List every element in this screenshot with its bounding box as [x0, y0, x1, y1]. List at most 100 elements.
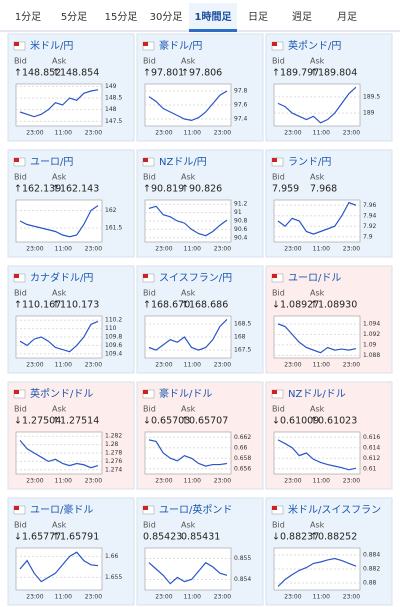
price-line — [277, 86, 357, 124]
ask-label: Ask — [181, 405, 196, 414]
bid-label: Bid — [143, 57, 156, 66]
y-tick-label: 1.088 — [363, 352, 380, 359]
pair-name[interactable]: カナダドル/円 — [30, 271, 93, 284]
pair-name[interactable]: 豪ドル/円 — [159, 39, 202, 52]
pair-name[interactable]: 英ポンド/ドル — [30, 387, 93, 400]
bid-value: ↓1.08927 — [272, 300, 319, 311]
pair-name[interactable]: NZドル/円 — [159, 157, 207, 168]
y-tick-label: 148.5 — [105, 95, 122, 102]
x-tick-label: 23:00 — [85, 594, 102, 601]
bid-label: Bid — [14, 173, 27, 182]
x-tick-label: 11:00 — [184, 594, 201, 601]
bid-value: ↑168.670 — [143, 300, 190, 311]
x-tick-label: 23:00 — [85, 478, 102, 485]
x-tick-label: 23:00 — [155, 362, 172, 369]
flag-mark — [272, 390, 277, 394]
bid-value: ↑90.819 — [143, 184, 184, 195]
ask-label: Ask — [310, 57, 325, 66]
bid-value: ↑110.167 — [14, 300, 61, 311]
tab[interactable]: 月足 — [337, 11, 357, 23]
price-line — [19, 551, 99, 583]
y-tick-label: 0.612 — [363, 455, 380, 462]
y-tick-label: 7.96 — [363, 202, 377, 209]
chart-box — [273, 199, 361, 243]
price-line — [19, 440, 99, 469]
ask-value: ↑162.143 — [52, 184, 99, 195]
tab[interactable]: 30分足 — [150, 11, 183, 23]
x-tick-label: 23:00 — [343, 478, 360, 485]
x-tick-label: 23:00 — [284, 130, 301, 137]
ask-value: ↑189.804 — [310, 68, 357, 79]
bid-label: Bid — [14, 289, 27, 298]
bid-label: Bid — [143, 405, 156, 414]
flag-mark — [14, 506, 19, 510]
y-tick-label: 1.655 — [105, 574, 122, 581]
pair-name[interactable]: ユーロ/円 — [30, 157, 73, 168]
x-tick-label: 23:00 — [155, 246, 172, 253]
pair-name[interactable]: 英ポンド/円 — [288, 39, 341, 52]
y-tick-label: 109.4 — [105, 350, 122, 357]
price-line — [19, 205, 99, 238]
bid-label: Bid — [143, 173, 156, 182]
y-tick-label: 90.6 — [234, 226, 248, 233]
x-tick-label: 23:00 — [343, 362, 360, 369]
chart-box — [15, 199, 103, 243]
flag-mark — [143, 158, 148, 162]
y-tick-label: 0.614 — [363, 444, 380, 451]
pair-name[interactable]: ユーロ/ドル — [288, 273, 341, 284]
ask-value: 0.85431 — [181, 532, 220, 543]
chart-box — [144, 431, 232, 475]
flag-mark — [14, 390, 19, 394]
tab[interactable]: 15分足 — [105, 11, 138, 23]
ask-label: Ask — [52, 57, 67, 66]
x-tick-label: 23:00 — [26, 478, 43, 485]
bid-value: ↑97.801 — [143, 68, 184, 79]
flag-mark — [272, 274, 277, 278]
tab[interactable]: 5分足 — [61, 11, 87, 23]
tab[interactable]: 日足 — [248, 11, 268, 23]
y-tick-label: 0.656 — [234, 465, 251, 472]
y-tick-label: 0.884 — [363, 552, 380, 559]
pair-name[interactable]: 豪ドル/ドル — [159, 387, 212, 400]
chart-box — [273, 431, 361, 475]
y-tick-label: 162 — [105, 207, 117, 214]
x-tick-label: 11:00 — [184, 478, 201, 485]
y-tick-label: 91.2 — [234, 201, 248, 208]
y-tick-label: 148 — [105, 106, 117, 113]
pair-name[interactable]: スイスフラン/円 — [159, 272, 232, 284]
bid-label: Bid — [272, 57, 285, 66]
x-tick-label: 23:00 — [343, 594, 360, 601]
y-tick-label: 168 — [234, 334, 246, 341]
pair-name[interactable]: 米ドル/スイスフラン — [288, 503, 381, 516]
flag-mark — [143, 506, 148, 510]
bid-value: ↑148.852 — [14, 68, 61, 79]
x-tick-label: 23:00 — [284, 246, 301, 253]
flag-mark — [143, 42, 148, 46]
chart-box — [144, 315, 232, 359]
x-tick-label: 23:00 — [284, 362, 301, 369]
tab[interactable]: 1時間足 — [195, 10, 233, 23]
tab[interactable]: 1分足 — [15, 11, 41, 23]
bid-label: Bid — [14, 57, 27, 66]
tab[interactable]: 週足 — [292, 11, 312, 23]
pair-name[interactable]: 米ドル/円 — [30, 39, 73, 52]
pair-name[interactable]: NZドル/ドル — [288, 389, 346, 400]
x-tick-label: 11:00 — [55, 246, 72, 253]
y-tick-label: 0.854 — [234, 576, 251, 583]
bid-label: Bid — [14, 405, 27, 414]
pair-name[interactable]: ユーロ/豪ドル — [30, 503, 93, 516]
y-tick-label: 161.5 — [105, 225, 122, 232]
y-tick-label: 110.2 — [105, 317, 122, 324]
y-tick-label: 0.61 — [363, 465, 377, 472]
flag-mark — [272, 42, 277, 46]
x-tick-label: 11:00 — [313, 362, 330, 369]
y-tick-label: 189 — [363, 110, 375, 117]
chart-box — [273, 547, 361, 591]
y-tick-label: 97.6 — [234, 102, 248, 109]
ask-value: ↑90.826 — [181, 184, 222, 195]
pair-name[interactable]: ユーロ/英ポンド — [159, 503, 232, 516]
x-tick-label: 23:00 — [155, 130, 172, 137]
pair-name[interactable]: ランド/円 — [288, 156, 331, 168]
ask-value: ↑1.65791 — [52, 532, 99, 543]
tab-active-bg — [189, 3, 237, 31]
